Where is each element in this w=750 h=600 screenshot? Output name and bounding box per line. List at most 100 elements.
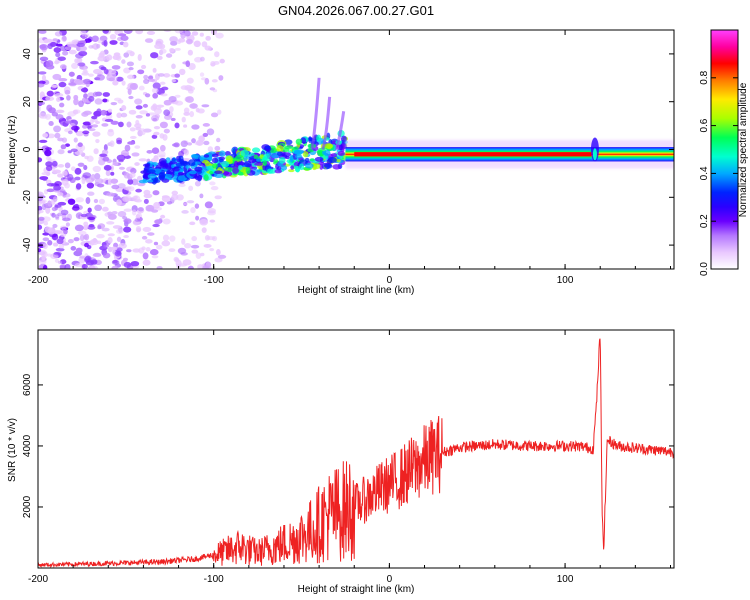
noise-speckle: [102, 252, 111, 259]
noise-speckle: [204, 77, 210, 85]
scatter-echo: [224, 171, 229, 176]
noise-speckle: [62, 170, 68, 176]
noise-speckle: [91, 124, 99, 128]
noise-speckle: [107, 237, 113, 244]
noise-speckle: [94, 178, 104, 184]
colorbar-tick-label: 0.4: [699, 166, 710, 180]
figure-title: GN04.2026.067.00.27.G01: [278, 3, 434, 18]
spectrogram-x-tick-label: -100: [204, 275, 224, 286]
noise-speckle: [107, 233, 115, 237]
noise-speckle: [38, 139, 48, 143]
noise-speckle: [98, 198, 105, 205]
noise-speckle: [126, 249, 132, 253]
noise-speckle: [53, 185, 62, 191]
scatter-echo: [194, 166, 203, 172]
scatter-echo: [330, 153, 338, 157]
scatter-echo: [305, 162, 314, 169]
noise-speckle: [46, 182, 56, 187]
noise-speckle: [137, 54, 142, 61]
noise-speckle: [182, 202, 188, 206]
noise-speckle: [215, 32, 224, 39]
noise-speckle: [38, 83, 45, 88]
scatter-echo: [211, 157, 219, 164]
noise-speckle: [55, 247, 65, 252]
noise-speckle: [204, 201, 213, 209]
noise-speckle: [97, 225, 102, 230]
noise-speckle: [206, 128, 215, 136]
scatter-echo: [232, 167, 239, 174]
scatter-echo: [178, 155, 184, 163]
colorbar-tick-label: 0.2: [699, 214, 710, 228]
noise-speckle: [186, 38, 193, 45]
scatter-echo: [188, 159, 196, 167]
noise-speckle: [189, 111, 195, 118]
noise-speckle: [163, 109, 171, 116]
scatter-echo: [336, 158, 341, 163]
scatter-echo: [254, 162, 263, 166]
noise-speckle: [48, 107, 56, 114]
noise-speckle: [218, 75, 224, 81]
noise-speckle: [158, 154, 166, 159]
scatter-echo: [189, 170, 197, 175]
scatter-echo: [235, 154, 244, 161]
noise-speckle: [92, 91, 99, 97]
noise-speckle: [147, 232, 155, 236]
noise-speckle: [151, 134, 158, 139]
noise-speckle: [73, 98, 79, 106]
noise-speckle: [202, 132, 209, 137]
noise-speckle: [185, 96, 194, 103]
noise-speckle: [103, 39, 108, 47]
noise-speckle: [183, 124, 188, 128]
noise-speckle: [40, 249, 47, 257]
noise-speckle: [96, 240, 102, 245]
scatter-echo: [326, 143, 333, 150]
noise-speckle: [54, 132, 61, 139]
echo-wisp: [321, 96, 332, 151]
noise-speckle: [195, 252, 202, 259]
noise-speckle: [38, 191, 44, 198]
scatter-echo: [238, 164, 243, 171]
noise-speckle: [38, 146, 43, 152]
noise-speckle: [68, 82, 77, 86]
carrier-core: [354, 152, 592, 157]
scatter-echo: [290, 165, 295, 170]
noise-speckle: [180, 85, 189, 90]
noise-speckle: [82, 78, 92, 85]
noise-speckle: [219, 58, 225, 64]
noise-speckle: [55, 52, 61, 58]
noise-speckle: [194, 180, 201, 187]
noise-speckle: [180, 252, 188, 256]
noise-speckle: [38, 30, 47, 34]
scatter-echo: [319, 163, 324, 170]
noise-speckle: [203, 140, 210, 146]
noise-speckle: [67, 238, 74, 244]
scatter-echo: [293, 146, 299, 151]
noise-speckle: [201, 227, 207, 233]
noise-speckle: [54, 92, 64, 98]
scatter-echo: [295, 138, 303, 145]
noise-speckle: [57, 164, 65, 168]
noise-speckle: [92, 165, 102, 173]
noise-speckle: [168, 248, 176, 253]
echo-wisp: [335, 111, 346, 150]
scatter-echo: [309, 158, 315, 162]
noise-speckle: [129, 83, 137, 90]
noise-speckle: [154, 43, 163, 50]
scatter-echo: [212, 163, 218, 169]
noise-speckle: [134, 123, 142, 129]
noise-speckle: [42, 176, 48, 182]
noise-speckle: [89, 238, 99, 246]
noise-speckle: [135, 225, 142, 233]
noise-speckle: [112, 80, 119, 86]
noise-speckle: [73, 137, 78, 143]
noise-speckle: [68, 71, 75, 77]
noise-speckle: [118, 242, 127, 249]
scatter-echo: [299, 163, 305, 171]
snr-background: [38, 330, 674, 568]
noise-speckle: [163, 99, 172, 106]
noise-speckle: [169, 48, 175, 53]
noise-speckle: [63, 228, 68, 235]
noise-speckle: [103, 68, 109, 75]
scatter-echo: [261, 156, 268, 162]
noise-speckle: [38, 101, 46, 106]
